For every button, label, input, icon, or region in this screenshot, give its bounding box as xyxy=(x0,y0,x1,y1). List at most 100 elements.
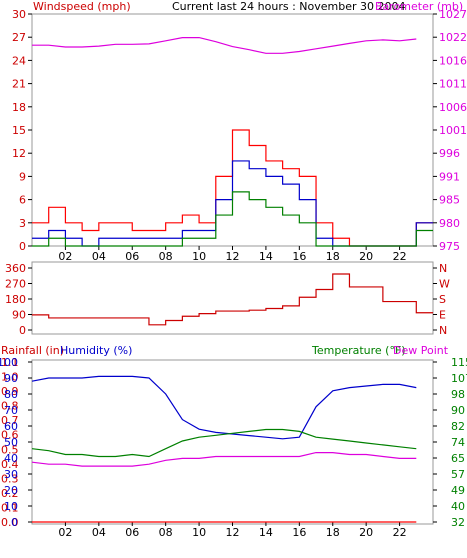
rain-tick-label: 0.3 xyxy=(1,472,19,485)
dir-left-tick-label: 180 xyxy=(5,293,26,306)
windspeed-axis-label: Windspeed (mph) xyxy=(33,0,131,13)
temp-tick-label: 74 xyxy=(451,436,465,449)
hum-tick-label: 0 xyxy=(11,516,18,529)
series-green xyxy=(32,191,433,247)
temp-tick-label: 49 xyxy=(451,484,465,497)
temp-tick-label: 40 xyxy=(451,500,465,513)
right-tick-label: 1027 xyxy=(439,8,467,21)
left-tick-label: 6 xyxy=(19,194,26,207)
rain-tick-label: 0.0 xyxy=(1,516,19,529)
x-tick-label-bottom: 12 xyxy=(226,526,240,539)
chart-title: Current last 24 hours : November 30 2004 xyxy=(172,0,405,13)
x-tick-label-bottom: 04 xyxy=(92,526,106,539)
rainfall-axis-label: Rainfall (in) xyxy=(1,344,64,357)
left-tick-label: 3 xyxy=(19,217,26,230)
rain-tick-label: 0.1 xyxy=(1,501,19,514)
x-tick-label-bottom: 08 xyxy=(159,526,173,539)
dir-left-tick-label: 270 xyxy=(5,278,26,291)
dir-right-tick-label: N xyxy=(439,262,447,275)
rain-tick-label: 1.0 xyxy=(1,371,19,384)
humidity-axis-label: Humidity (%) xyxy=(60,344,132,357)
hum-tick-label: 100 xyxy=(0,356,18,369)
x-tick-label-bottom: 02 xyxy=(58,526,72,539)
rain-tick-label: 0.5 xyxy=(1,443,19,456)
x-tick-label-bottom: 10 xyxy=(192,526,206,539)
left-tick-label: 24 xyxy=(12,54,26,67)
left-tick-label: 12 xyxy=(12,147,26,160)
temp-tick-label: 57 xyxy=(451,468,465,481)
hum-tick-label: 50 xyxy=(4,436,18,449)
temp-tick-label: 107 xyxy=(451,372,467,385)
dir-right-tick-label: W xyxy=(439,278,450,291)
temp-tick-label: 32 xyxy=(451,516,465,529)
left-tick-label: 21 xyxy=(12,78,26,91)
series-humidity xyxy=(31,375,417,440)
rain-tick-label: 0.6 xyxy=(1,429,19,442)
series-temp xyxy=(31,452,417,467)
hum-tick-label: 60 xyxy=(4,420,18,433)
x-tick-label: 08 xyxy=(159,250,173,263)
x-tick-label: 18 xyxy=(326,250,340,263)
x-tick-label-bottom: 22 xyxy=(393,526,407,539)
barometer-axis-label: Barometer (mb) xyxy=(375,0,463,13)
series-wind-direction xyxy=(32,273,433,326)
x-tick-label-bottom: 16 xyxy=(292,526,306,539)
wind-baro-plot: 0369121518212427309759809859919961001100… xyxy=(12,8,467,263)
dir-left-tick-label: 0 xyxy=(19,324,26,337)
right-tick-label: 1006 xyxy=(439,101,467,114)
rain-tick-label: 0.7 xyxy=(1,414,19,427)
rain-tick-label: 0.2 xyxy=(1,487,19,500)
left-tick-label: 27 xyxy=(12,31,26,44)
hum-tick-label: 10 xyxy=(4,500,18,513)
right-tick-label: 991 xyxy=(439,170,460,183)
right-tick-label: 1011 xyxy=(439,78,467,91)
dir-right-tick-label: N xyxy=(439,324,447,337)
x-tick-label: 10 xyxy=(192,250,206,263)
dewpoint-axis-label: Dew Point xyxy=(393,344,449,357)
series-magenta xyxy=(32,37,417,54)
x-tick-label: 12 xyxy=(226,250,240,263)
left-tick-label: 30 xyxy=(12,8,26,21)
rain-tick-label: 0.4 xyxy=(1,458,19,471)
x-tick-label: 02 xyxy=(58,250,72,263)
hum-tick-label: 80 xyxy=(4,388,18,401)
rain-hum-temp-plot: 0.0 0.10.2 0.30.4 0.50.6 0.70.8 0.91.0 1.1 0 10 2… xyxy=(0,356,467,539)
right-tick-label: 1016 xyxy=(439,54,467,67)
right-tick-label: 980 xyxy=(439,217,460,230)
x-tick-label-bottom: 06 xyxy=(125,526,139,539)
hum-tick-label: 30 xyxy=(4,468,18,481)
x-tick-label-bottom: 18 xyxy=(326,526,340,539)
x-tick-label-bottom: 20 xyxy=(359,526,373,539)
right-tick-label: 1022 xyxy=(439,31,467,44)
x-tick-label: 20 xyxy=(359,250,373,263)
left-tick-label: 0 xyxy=(19,240,26,253)
dir-right-tick-label: E xyxy=(439,309,446,322)
right-tick-label: 1001 xyxy=(439,124,467,137)
x-tick-label: 16 xyxy=(292,250,306,263)
wind-direction-panel xyxy=(31,261,434,335)
x-tick-label: 04 xyxy=(92,250,106,263)
hum-tick-label: 90 xyxy=(4,372,18,385)
rain-tick-label: 1.1 xyxy=(1,356,19,369)
rain-tick-label: 0.8 xyxy=(1,400,19,413)
x-tick-label-bottom: 14 xyxy=(259,526,273,539)
rain-tick-label: 0.9 xyxy=(1,385,19,398)
temp-tick-label: 90 xyxy=(451,404,465,417)
temp-tick-label: 115 xyxy=(451,356,467,369)
right-tick-label: 975 xyxy=(439,240,460,253)
x-tick-label: 14 xyxy=(259,250,273,263)
temp-tick-label: 82 xyxy=(451,420,465,433)
temp-tick-label: 65 xyxy=(451,452,465,465)
right-tick-label: 985 xyxy=(439,194,460,207)
hum-tick-label: 70 xyxy=(4,404,18,417)
hum-tick-label: 40 xyxy=(4,452,18,465)
left-tick-label: 9 xyxy=(19,170,26,183)
right-tick-label: 996 xyxy=(439,147,460,160)
x-tick-label: 06 xyxy=(125,250,139,263)
x-tick-label: 22 xyxy=(393,250,407,263)
left-tick-label: 15 xyxy=(12,124,26,137)
dir-left-tick-label: 360 xyxy=(5,262,26,275)
series-temp xyxy=(31,428,417,458)
